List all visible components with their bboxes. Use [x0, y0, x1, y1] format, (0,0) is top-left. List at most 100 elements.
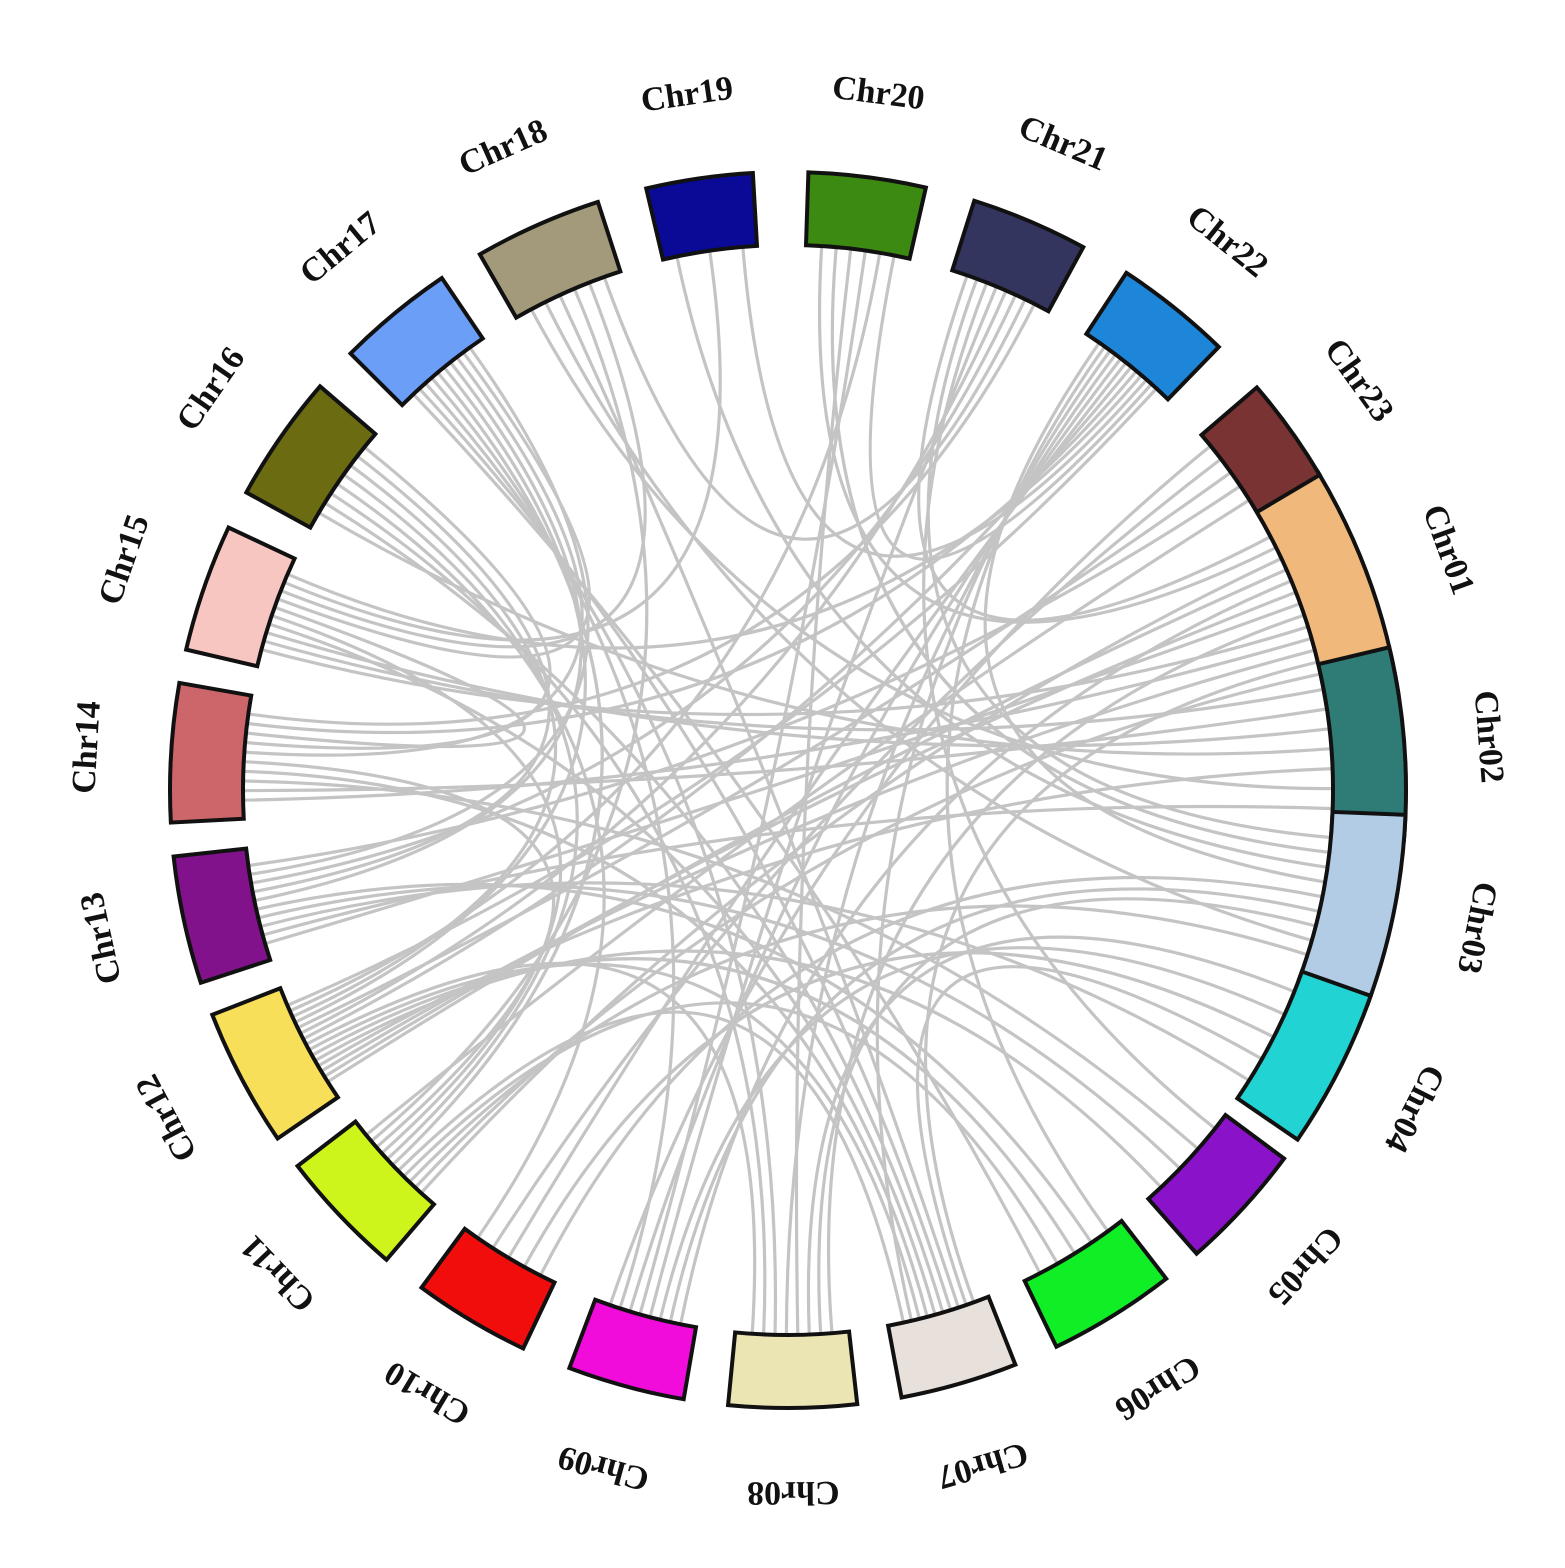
link-chr01-chr12: [326, 568, 1289, 1084]
link-chr06-chr17: [411, 392, 1042, 1275]
link-chr06-chr12: [310, 957, 1077, 1256]
ideogram-chr11: [294, 1118, 437, 1263]
link-chr03-chr11: [407, 904, 1310, 1184]
link-chr06-chr11: [402, 1001, 1060, 1266]
link-chr14-chr15: [244, 605, 526, 749]
link-chr07-chr11: [396, 1010, 906, 1325]
link-chr11-chr15: [270, 614, 563, 1155]
link-chr14-chr16: [243, 445, 552, 750]
link-chr20-chr22: [868, 253, 1154, 561]
link-chr19-chr22: [741, 245, 1149, 558]
links-layer: [241, 244, 1335, 1337]
link-chr18-chr21: [602, 275, 1027, 541]
link-chr11-chr14: [242, 760, 556, 1149]
ideogram-chr09: [566, 1297, 699, 1402]
label-chr14: Chr14: [65, 700, 108, 795]
link-chr09-chr17: [429, 376, 676, 1310]
label-chr12: Chr12: [129, 1068, 205, 1167]
link-chr07-chr17: [417, 387, 953, 1312]
ideogram-chr05: [1145, 1112, 1287, 1257]
label-chr01: Chr01: [1415, 500, 1481, 600]
link-chr03-chr22: [983, 341, 1327, 884]
link-chr03-chr21: [926, 277, 1333, 840]
link-chr02-chr18: [529, 307, 1335, 791]
link-chr04-chr10: [522, 951, 1276, 1269]
label-chr04: Chr04: [1377, 1059, 1452, 1158]
label-chr09: Chr09: [554, 1438, 653, 1498]
link-chr07-chr12: [307, 962, 921, 1321]
link-chr23-chr11: [364, 498, 1251, 1137]
ideogram-chr22: [1083, 270, 1222, 403]
link-chr12-chr16: [290, 463, 557, 1019]
label-chr03: Chr03: [1450, 879, 1504, 977]
link-chr08-chr22: [784, 352, 1118, 1337]
label-chr17: Chr17: [293, 205, 388, 292]
link-chr03-chr10: [538, 875, 1324, 1278]
link-chr01-chr08: [827, 613, 1306, 1335]
link-chr08-chr17: [423, 381, 778, 1337]
link-chr04-chr07: [915, 965, 1264, 1307]
link-chr06-chr13: [254, 882, 1094, 1245]
link-chr15-chr19: [282, 249, 722, 642]
label-chr02: Chr02: [1467, 689, 1511, 784]
ideogram-chr15: [183, 524, 298, 669]
link-chr03-chr09: [668, 887, 1321, 1324]
ideogram-chr08: [725, 1329, 860, 1410]
ideogram-chr07: [885, 1294, 1018, 1400]
ideogram-chr04: [1234, 968, 1374, 1143]
link-chr22-chr12: [285, 386, 1159, 1007]
label-chr10: Chr10: [378, 1354, 476, 1433]
link-chr07-chr22: [875, 348, 1112, 1323]
ideogram-chr19: [643, 170, 760, 262]
label-chr19: Chr19: [639, 70, 736, 120]
link-chr01-chr20: [817, 244, 1278, 624]
ideogram-chr14: [168, 680, 254, 825]
label-chr07: Chr07: [933, 1435, 1032, 1496]
link-chr12-chr23: [296, 470, 1233, 1030]
ideogram-chr21: [949, 198, 1087, 314]
link-chr15-chr22: [286, 373, 1144, 650]
label-chr05: Chr05: [1260, 1219, 1350, 1312]
label-chr20: Chr20: [830, 69, 927, 118]
label-chr22: Chr22: [1180, 198, 1275, 285]
label-chr18: Chr18: [453, 112, 553, 183]
link-chr14-chr22: [245, 369, 1139, 735]
link-chr05-chr13: [256, 884, 1182, 1171]
ideogram-chr16: [243, 383, 379, 531]
ideogram-chr18: [477, 199, 623, 321]
label-chr08: Chr08: [747, 1474, 840, 1512]
link-chr09-chr23: [608, 444, 1213, 1307]
link-chr08-chr12: [304, 961, 757, 1336]
ideogram-layer: [168, 170, 1408, 1410]
ideogram-chr23: [1198, 384, 1323, 515]
link-chr12-chr17: [293, 365, 587, 1024]
link-chr10-chr23: [491, 457, 1223, 1250]
label-chr15: Chr15: [91, 510, 156, 610]
link-chr14-chr17: [242, 355, 584, 757]
label-chr13: Chr13: [73, 889, 129, 987]
link-chr11-chr17: [390, 370, 604, 1167]
label-chr16: Chr16: [169, 341, 252, 438]
ideogram-chr12: [209, 985, 341, 1142]
ideogram-chr17: [347, 275, 486, 408]
link-chr15-chr18: [279, 281, 647, 649]
link-chr01-chr13: [263, 602, 1302, 946]
link-chr04-chr08: [806, 935, 1296, 1337]
link-chr05-chr14: [241, 779, 1200, 1151]
link-chr11-chr18: [369, 287, 649, 1143]
label-chr11: Chr11: [233, 1228, 322, 1319]
link-chr21-chr14: [246, 302, 1037, 726]
link-chr01-chr07: [924, 660, 1320, 1304]
ideogram-chr20: [803, 170, 929, 262]
ideogram-chr10: [418, 1226, 558, 1352]
link-chr07-chr14: [241, 769, 929, 1319]
link-chr04-chr09: [658, 946, 1287, 1322]
link-chr01-chr14: [241, 636, 1314, 802]
label-chr21: Chr21: [1013, 108, 1113, 178]
link-chr23-chr13: [246, 484, 1242, 868]
label-chr06: Chr06: [1109, 1348, 1207, 1428]
link-chr05-chr21: [922, 281, 1217, 1131]
link-chr08-chr16: [329, 491, 767, 1337]
ideogram-chr06: [1022, 1218, 1170, 1350]
